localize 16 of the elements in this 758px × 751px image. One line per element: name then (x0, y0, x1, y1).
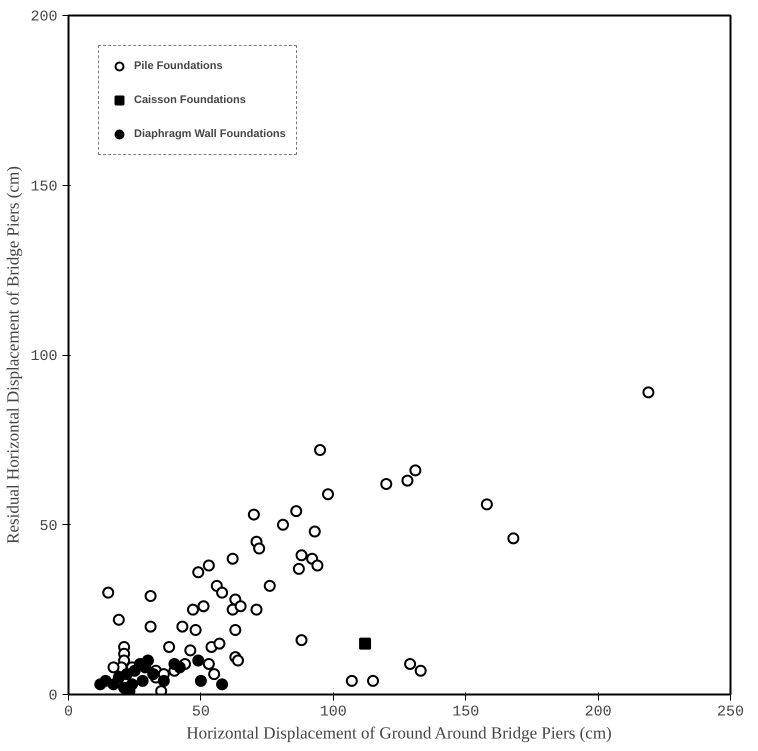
y-tick-label: 0 (48, 688, 58, 704)
x-tick-label: 0 (64, 704, 74, 720)
y-tick-label: 150 (30, 178, 58, 196)
y-axis-title: Residual Horizontal Displacement of Bridge Piers (cm) (3, 166, 22, 544)
y-tick-label: 50 (39, 518, 58, 535)
x-axis-title: Horizontal Displacement of Ground Around Bridge Piers (cm) (186, 724, 612, 742)
legend-label: Caisson Foundations (134, 94, 246, 106)
x-tick-label: 100 (320, 704, 347, 720)
legend-label: Pile Foundations (134, 60, 223, 72)
x-tick-label: 150 (452, 704, 480, 720)
y-tick-label: 200 (30, 8, 58, 26)
legend-label: Diaphragm Wall Foundations (134, 128, 286, 140)
x-tick-label: 250 (717, 704, 744, 720)
x-tick-label: 200 (584, 704, 612, 720)
y-tick-label: 100 (30, 348, 58, 365)
x-tick-label: 50 (192, 704, 210, 720)
